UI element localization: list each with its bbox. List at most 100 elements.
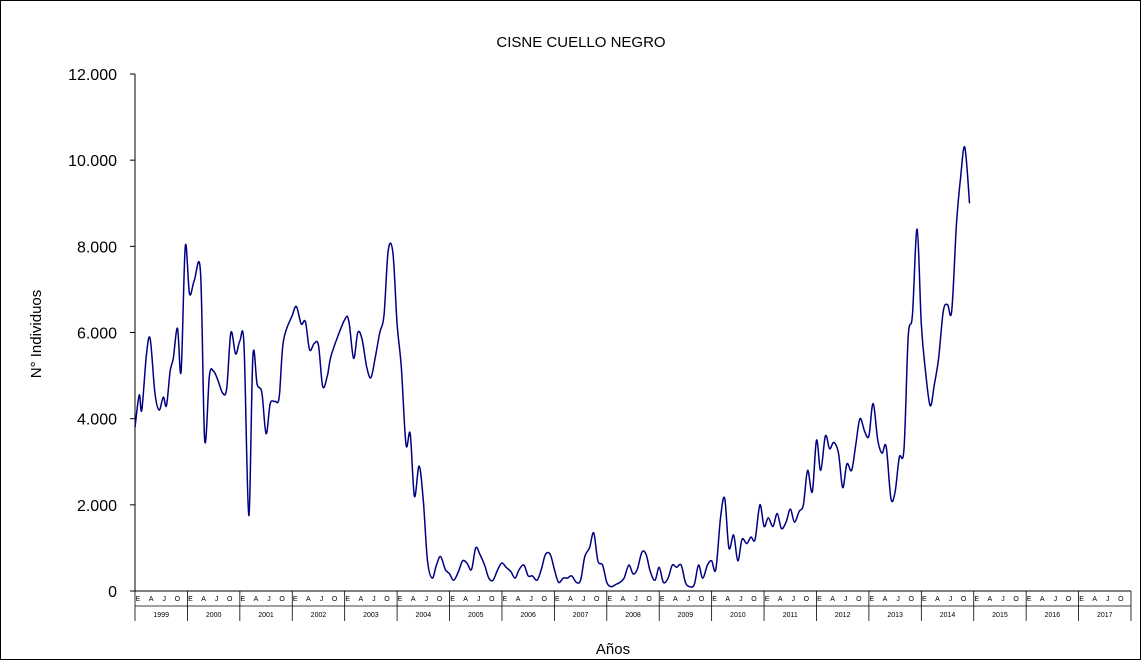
month-tick-label: O — [489, 596, 495, 603]
month-tick-label: E — [1079, 596, 1084, 603]
month-tick-label: O — [646, 596, 652, 603]
month-tick-label: O — [856, 596, 862, 603]
month-tick-label: A — [358, 596, 363, 603]
month-tick-label: J — [477, 596, 481, 603]
year-tick-label: 2013 — [887, 612, 903, 619]
month-tick-label: A — [988, 596, 993, 603]
month-tick-label: J — [1106, 596, 1110, 603]
month-tick-label: O — [437, 596, 443, 603]
month-tick-label: A — [1040, 596, 1045, 603]
month-tick-label: E — [817, 596, 822, 603]
month-tick-label: J — [687, 596, 691, 603]
month-tick-label: J — [844, 596, 848, 603]
month-tick-label: O — [1118, 596, 1124, 603]
year-tick-label: 2011 — [783, 612, 798, 619]
month-tick-label: E — [450, 596, 455, 603]
year-tick-label: 2017 — [1097, 612, 1113, 619]
month-tick-label: A — [411, 596, 416, 603]
month-tick-label: J — [792, 596, 796, 603]
y-tick-label: 12.000 — [68, 67, 117, 84]
month-tick-label: O — [542, 596, 548, 603]
month-tick-label: J — [320, 596, 324, 603]
month-tick-label: J — [949, 596, 953, 603]
month-tick-label: E — [712, 596, 717, 603]
month-tick-label: J — [739, 596, 743, 603]
year-tick-label: 2010 — [730, 612, 746, 619]
month-tick-label: O — [699, 596, 705, 603]
x-ticks: E A J O 1999 E A J O 2000 E A J O 2001 E A J O 2002 E A J O 2003… — [134, 591, 1132, 621]
month-tick-label: A — [778, 596, 783, 603]
month-tick-label: E — [241, 596, 246, 603]
year-tick-label: 2000 — [206, 612, 222, 619]
month-tick-label: A — [883, 596, 888, 603]
month-tick-label: A — [621, 596, 626, 603]
month-tick-label: A — [725, 596, 730, 603]
year-tick-label: 2001 — [258, 612, 274, 619]
month-tick-label: J — [529, 596, 533, 603]
y-tick-label: 4.000 — [77, 412, 117, 429]
month-tick-label: O — [751, 596, 757, 603]
year-tick-label: 2008 — [625, 612, 641, 619]
month-tick-label: O — [961, 596, 967, 603]
month-tick-label: J — [634, 596, 638, 603]
y-tick-label: 6.000 — [77, 326, 117, 343]
month-tick-label: E — [974, 596, 979, 603]
month-tick-label: E — [870, 596, 875, 603]
month-tick-label: A — [149, 596, 154, 603]
month-tick-label: J — [162, 596, 166, 603]
month-tick-label: E — [188, 596, 193, 603]
year-tick-label: 2003 — [363, 612, 379, 619]
month-tick-label: E — [136, 596, 141, 603]
axes — [134, 74, 1131, 607]
year-tick-label: 1999 — [153, 612, 169, 619]
month-tick-label: A — [254, 596, 259, 603]
y-tick-label: 2.000 — [77, 498, 117, 515]
month-tick-label: O — [227, 596, 233, 603]
month-tick-label: E — [765, 596, 770, 603]
series-line — [134, 145, 971, 588]
y-tick-label: 0 — [108, 584, 117, 601]
year-tick-label: 2004 — [416, 612, 432, 619]
year-tick-label: 2002 — [311, 612, 327, 619]
month-tick-label: O — [175, 596, 181, 603]
month-tick-label: E — [503, 596, 508, 603]
month-tick-label: A — [306, 596, 311, 603]
year-tick-label: 2009 — [678, 612, 694, 619]
month-tick-label: O — [594, 596, 600, 603]
month-tick-label: J — [425, 596, 429, 603]
month-tick-label: E — [660, 596, 665, 603]
x-axis-label: Años — [596, 641, 630, 658]
y-tick-label: 10.000 — [68, 153, 117, 170]
month-tick-label: J — [1001, 596, 1005, 603]
chart-title: CISNE CUELLO NEGRO — [496, 34, 665, 51]
year-tick-label: 2006 — [520, 612, 536, 619]
year-tick-label: 2007 — [573, 612, 589, 619]
year-tick-label: 2015 — [992, 612, 1008, 619]
month-tick-label: O — [279, 596, 285, 603]
month-tick-label: E — [398, 596, 403, 603]
year-tick-label: 2012 — [835, 612, 851, 619]
month-tick-label: A — [516, 596, 521, 603]
month-tick-label: O — [908, 596, 914, 603]
year-tick-label: 2016 — [1045, 612, 1061, 619]
month-tick-label: J — [896, 596, 900, 603]
month-tick-label: J — [372, 596, 376, 603]
y-ticks: 0 2.000 4.000 6.000 8.000 10.000 12.000 — [68, 67, 135, 601]
month-tick-label: A — [568, 596, 573, 603]
month-tick-label: O — [332, 596, 338, 603]
month-tick-label: E — [293, 596, 298, 603]
year-tick-label: 2014 — [940, 612, 956, 619]
month-tick-label: E — [555, 596, 560, 603]
month-tick-label: O — [384, 596, 390, 603]
month-tick-label: E — [607, 596, 612, 603]
y-tick-label: 8.000 — [77, 239, 117, 256]
month-tick-label: J — [1054, 596, 1058, 603]
month-tick-label: J — [582, 596, 586, 603]
month-tick-label: J — [215, 596, 219, 603]
month-tick-label: A — [935, 596, 940, 603]
month-tick-label: O — [804, 596, 810, 603]
y-axis-label: N° Individuos — [28, 290, 45, 379]
month-tick-label: A — [830, 596, 835, 603]
